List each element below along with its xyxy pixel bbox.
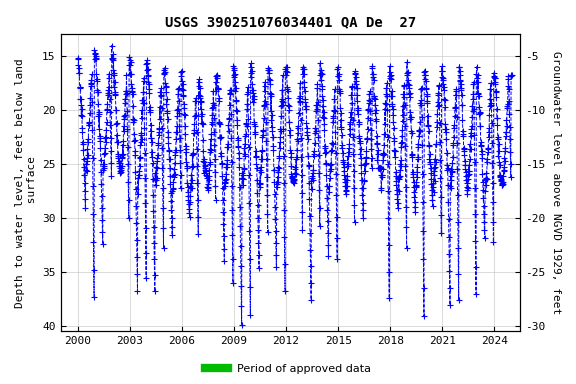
Legend: Period of approved data: Period of approved data <box>201 359 375 379</box>
Y-axis label: Depth to water level, feet below land
 surface: Depth to water level, feet below land su… <box>15 58 37 308</box>
Title: USGS 390251076034401 QA De  27: USGS 390251076034401 QA De 27 <box>165 15 416 29</box>
Y-axis label: Groundwater level above NGVD 1929, feet: Groundwater level above NGVD 1929, feet <box>551 51 561 314</box>
